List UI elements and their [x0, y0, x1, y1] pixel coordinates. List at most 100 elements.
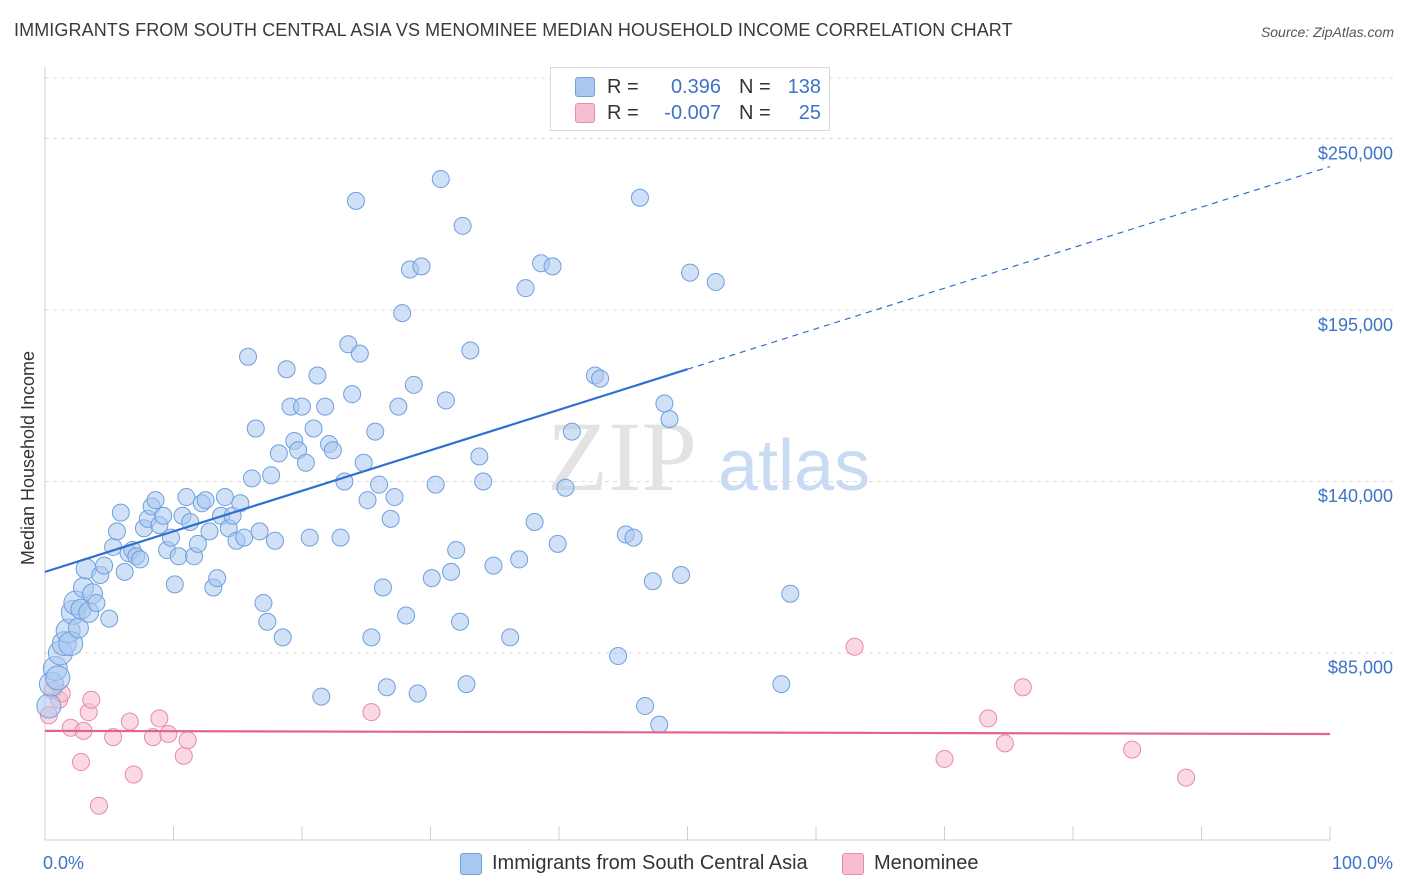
y-tick-labels: $85,000 $140,000 $195,000 $250,000	[1318, 143, 1393, 677]
data-point-south-central-asia	[181, 513, 200, 531]
data-point-menominee	[159, 725, 178, 743]
data-point-south-central-asia	[562, 422, 581, 441]
data-point-south-central-asia	[45, 665, 71, 691]
data-point-south-central-asia	[331, 528, 350, 547]
data-point-south-central-asia	[451, 612, 470, 631]
legend-r-label: R =	[607, 75, 639, 98]
y-tick-label: $85,000	[1328, 658, 1393, 678]
trend-line-south-central-asia-projection	[687, 166, 1331, 370]
trend-line-menominee	[44, 729, 1331, 736]
data-point-menominee	[104, 728, 123, 747]
data-point-south-central-asia	[442, 562, 461, 581]
data-point-south-central-asia	[655, 394, 674, 413]
data-point-south-central-asia	[312, 687, 331, 706]
data-point-south-central-asia	[543, 257, 562, 276]
data-point-south-central-asia	[95, 556, 114, 575]
data-point-south-central-asia	[111, 503, 130, 522]
data-point-south-central-asia	[154, 506, 173, 525]
data-point-south-central-asia	[277, 360, 296, 379]
data-point-south-central-asia	[501, 628, 520, 647]
data-point-south-central-asia	[556, 478, 575, 497]
data-point-menominee	[178, 731, 197, 750]
data-point-south-central-asia	[516, 279, 535, 298]
data-point-south-central-asia	[200, 522, 219, 541]
data-point-south-central-asia	[304, 419, 323, 438]
legend-row-pink: R = -0.007 N = 25	[575, 100, 821, 126]
x-tick-label-min: 0.0%	[43, 853, 84, 873]
x-tick-labels: 0.0% 100.0%	[43, 853, 1393, 873]
legend-n-label: N =	[739, 75, 771, 98]
data-point-south-central-asia	[470, 447, 489, 466]
source-credit: Source: ZipAtlas.com	[1260, 24, 1394, 40]
data-point-south-central-asia	[177, 488, 196, 507]
trend-lines	[44, 166, 1331, 736]
data-point-menominee	[995, 734, 1014, 753]
data-point-south-central-asia	[370, 475, 389, 494]
data-point-south-central-asia	[525, 513, 544, 531]
y-axis-label: Median Household Income	[18, 351, 38, 565]
data-point-south-central-asia	[323, 441, 342, 460]
data-point-menominee	[120, 712, 139, 731]
data-point-south-central-asia	[293, 397, 311, 416]
data-point-south-central-asia	[385, 488, 404, 507]
data-point-south-central-asia	[660, 410, 679, 429]
x-tick-label-max: 100.0%	[1332, 853, 1393, 873]
data-point-south-central-asia	[100, 609, 119, 628]
data-point-south-central-asia	[672, 566, 691, 584]
data-point-south-central-asia	[343, 385, 362, 404]
stats-legend: R = 0.396 N = 138 R = -0.007 N = 25	[550, 67, 830, 131]
data-point-south-central-asia	[169, 547, 188, 566]
data-point-menominee	[845, 637, 864, 656]
data-point-menominee	[1013, 678, 1032, 697]
legend-swatch-pink	[842, 852, 864, 875]
data-point-south-central-asia	[231, 494, 250, 513]
legend-label: Immigrants from South Central Asia	[492, 852, 808, 874]
data-point-south-central-asia	[296, 453, 315, 472]
data-point-south-central-asia	[630, 188, 649, 207]
data-point-south-central-asia	[643, 572, 662, 591]
data-point-south-central-asia	[548, 534, 567, 553]
data-point-menominee	[71, 753, 90, 772]
data-point-menominee	[1123, 740, 1142, 759]
data-point-south-central-asia	[393, 304, 412, 323]
series-south-central-asia-points	[36, 170, 800, 734]
legend-row-blue: R = 0.396 N = 138	[575, 74, 821, 100]
legend-n-label: N =	[739, 101, 771, 124]
data-point-south-central-asia	[269, 444, 288, 463]
legend-r-value: -0.007	[664, 101, 721, 124]
trend-line-south-central-asia	[44, 368, 688, 573]
legend-swatch-blue	[575, 77, 595, 97]
series-legend: Immigrants from South Central Asia Menom…	[0, 852, 1406, 878]
data-point-south-central-asia	[254, 594, 273, 613]
data-point-menominee	[124, 765, 143, 784]
data-point-south-central-asia	[377, 678, 396, 697]
data-point-south-central-asia	[772, 675, 791, 694]
data-point-south-central-asia	[316, 397, 335, 416]
data-point-south-central-asia	[484, 556, 503, 575]
watermark: ZIP atlas	[547, 401, 870, 512]
data-point-south-central-asia	[165, 575, 184, 594]
data-point-south-central-asia	[36, 693, 62, 719]
y-tick-label: $140,000	[1318, 486, 1393, 506]
y-tick-label: $195,000	[1318, 315, 1393, 335]
data-point-south-central-asia	[250, 522, 269, 541]
data-point-south-central-asia	[624, 528, 643, 547]
data-point-menominee	[174, 746, 193, 765]
legend-item-south-central-asia: Immigrants from South Central Asia	[460, 852, 808, 875]
data-point-south-central-asia	[262, 466, 281, 485]
data-point-south-central-asia	[636, 696, 655, 715]
legend-n-value: 25	[798, 101, 821, 124]
y-tick-label: $250,000	[1318, 143, 1393, 163]
data-point-south-central-asia	[235, 528, 254, 547]
legend-n-value: 138	[787, 75, 821, 98]
data-point-south-central-asia	[115, 562, 134, 581]
data-point-south-central-asia	[681, 263, 700, 282]
data-point-south-central-asia	[266, 531, 285, 550]
data-point-south-central-asia	[431, 170, 450, 189]
legend-swatch-pink	[575, 103, 595, 123]
data-point-menominee	[89, 796, 108, 815]
data-point-south-central-asia	[346, 191, 365, 210]
data-point-south-central-asia	[422, 569, 441, 588]
data-point-south-central-asia	[188, 534, 207, 553]
